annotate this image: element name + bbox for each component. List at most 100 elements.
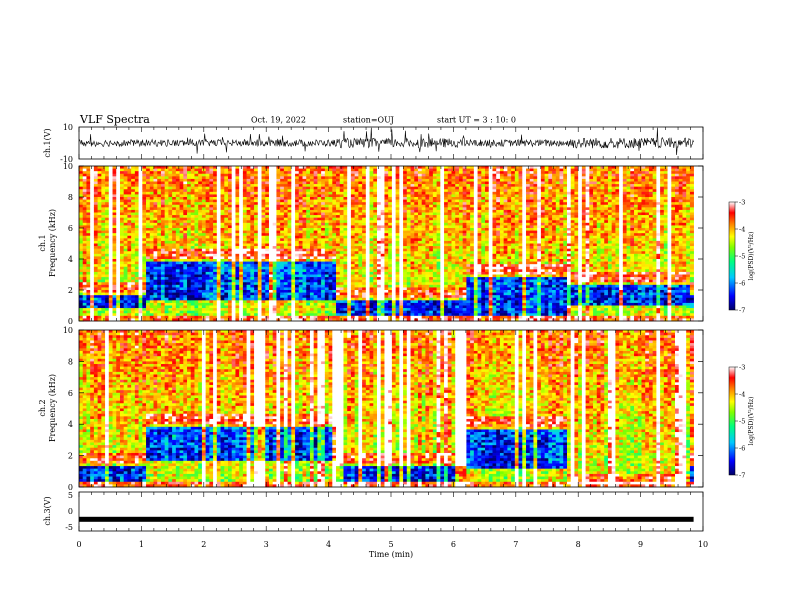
spectrogram-cell [272,279,277,283]
spectrogram-cell [168,295,173,299]
spectrogram-cell [350,173,355,177]
spectrogram-cell [268,313,274,317]
spectrogram-cell [131,173,136,177]
spectrogram-cell [127,197,132,200]
spectrogram-cell [321,251,326,255]
spectrogram-cell [190,215,195,218]
spectrogram-cell [239,199,244,203]
spectrogram-cell [347,191,352,195]
spectrogram-cell [358,266,363,270]
spectrogram-cell [112,212,117,216]
spectrogram-cell [160,302,165,306]
spectrogram-cell [168,310,173,314]
spectrogram-cell [216,282,221,286]
spectrogram-cell [254,318,259,322]
spectrogram-cell [380,277,385,280]
spectrogram-cell [324,279,329,283]
spectrogram-cell [179,297,184,301]
spectrogram-cell [280,189,285,193]
spectrogram-cell [194,184,199,187]
spectrogram-cell [209,297,214,301]
spectrogram-cell [377,261,382,265]
spectrogram-cell [157,271,162,275]
spectrogram-cell [276,253,281,257]
spectrogram-cell [201,248,206,252]
spectrogram-cell [149,212,154,216]
spectrogram-cell [246,248,251,252]
spectrogram-cell [79,318,84,322]
spectrogram-cell [373,173,378,177]
spectrogram-cell [79,277,84,280]
spectrogram-cell [86,207,91,211]
spectrogram-cell [142,251,147,255]
spectrogram-cell [228,202,233,206]
spectrogram-cell [265,248,270,252]
spectrogram-cell [272,176,277,180]
spectrogram-cell [380,233,385,237]
spectrogram-cell [347,297,352,301]
spectrogram-cell [127,290,132,293]
spectrogram-cell [160,209,165,213]
spectrogram-cell [242,197,247,200]
spectrogram-cell [164,279,169,283]
spectrogram-cell [134,274,139,278]
spectrogram-cell [373,181,378,185]
spectrogram-cell [358,233,363,237]
spectrogram-cell [168,253,173,257]
spectrogram-cell [175,228,180,231]
spectrogram-cell [228,178,233,182]
spectrogram-cell [298,310,303,314]
spectrogram-cell [79,240,84,244]
spectrogram-cell [235,259,240,262]
spectrogram-cell [291,189,296,193]
spectrogram-cell [246,240,251,244]
spectrogram-cell [175,222,180,226]
spectrogram-cell [347,228,352,231]
spectrogram-cell [321,220,326,224]
spectrogram-cell [116,292,121,296]
spectrogram-cell [90,207,95,211]
spectrogram-cell [265,230,270,234]
spectrogram-cell [347,269,352,273]
spectrogram-cell [321,166,326,169]
spectrogram-cell [380,178,385,182]
spectrogram-cell [220,171,225,175]
spectrogram-cell [160,235,165,239]
spectrogram-cell [283,207,288,211]
spectrogram-cell [201,313,206,317]
spectrogram-cell [205,166,210,169]
spectrogram-cell [116,178,121,182]
spectrogram-cell [201,178,206,182]
spectrogram-cell [309,217,314,221]
spectrogram-cell [250,297,255,301]
spectrogram-cell [108,228,113,231]
spectrogram-cell [175,173,180,177]
spectrogram-cell [239,292,244,296]
spectrogram-cell [365,305,370,309]
spectrogram-cell [276,310,281,314]
spectrogram-cell [231,215,236,218]
spectrogram-cell [354,240,359,244]
spectrogram-cell [295,166,300,169]
spectrogram-cell [283,173,288,177]
spectrogram-cell [194,171,199,175]
spectrogram-cell [380,274,385,278]
spectrogram-cell [228,240,233,244]
spectrogram-cell [108,230,113,234]
spectrogram-cell [82,166,87,169]
spectrogram-cell [134,279,139,283]
spectrogram-cell [153,313,158,317]
spectrogram-cell [291,209,296,213]
spectrogram-cell [317,266,322,270]
spectrogram-cell [246,181,251,185]
spectrogram-cell [179,284,184,288]
spectrogram-cell [283,166,288,169]
spectrogram-cell [127,284,132,288]
spectrogram-cell [160,308,165,311]
spectrogram-cell [332,199,337,203]
spectrogram-cell [97,261,102,265]
spectrogram-cell [313,184,318,187]
spectrogram-cell [164,166,169,169]
spectrogram-cell [306,230,311,234]
spectrogram-cell [306,271,311,275]
